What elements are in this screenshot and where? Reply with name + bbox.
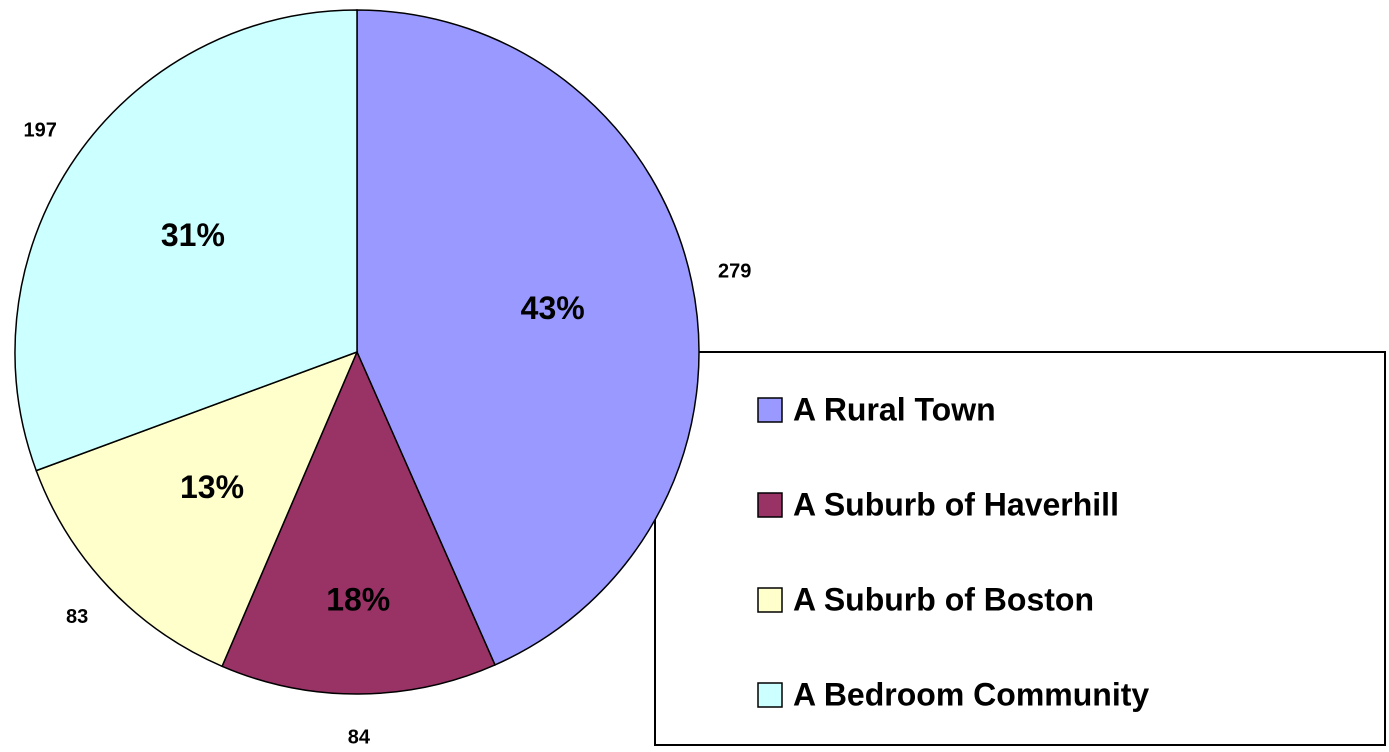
legend-swatch (757, 682, 783, 708)
percent-label: 13% (180, 469, 244, 505)
value-label: 84 (348, 726, 371, 748)
legend-label: A Bedroom Community (793, 676, 1149, 712)
legend-label: A Suburb of Haverhill (793, 486, 1119, 522)
percent-label: 18% (326, 581, 390, 617)
value-label: 197 (24, 120, 57, 142)
legend-swatch (757, 587, 783, 613)
legend-label: A Suburb of Boston (793, 581, 1094, 617)
value-label: 83 (66, 606, 88, 628)
legend-swatch (757, 397, 783, 423)
pie-slice (14, 9, 358, 472)
legend-swatch (757, 492, 783, 518)
pie-slice (356, 9, 700, 666)
percent-label: 31% (161, 217, 225, 253)
value-label: 279 (718, 261, 751, 283)
pie-slice (221, 350, 496, 695)
legend-label: A Rural Town (793, 391, 996, 427)
percent-label: 43% (521, 290, 585, 326)
pie-slice (35, 350, 359, 668)
